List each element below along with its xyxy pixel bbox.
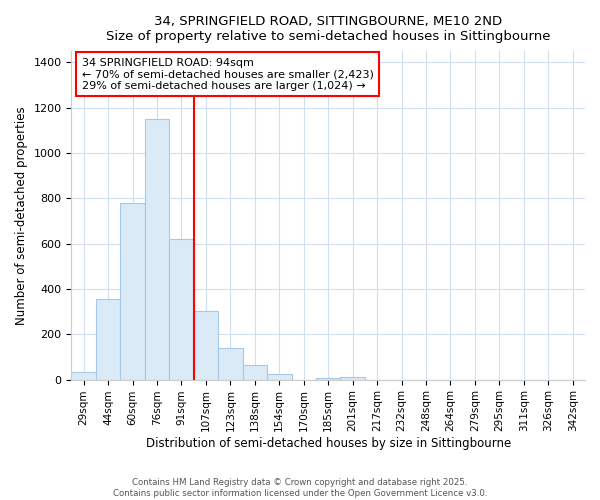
Bar — [71, 372, 96, 380]
Bar — [194, 310, 218, 380]
Bar — [267, 374, 292, 380]
Bar — [340, 377, 365, 380]
Bar — [218, 348, 242, 380]
Bar — [145, 119, 169, 380]
Y-axis label: Number of semi-detached properties: Number of semi-detached properties — [15, 106, 28, 324]
Bar — [316, 378, 340, 380]
Bar — [96, 299, 121, 380]
X-axis label: Distribution of semi-detached houses by size in Sittingbourne: Distribution of semi-detached houses by … — [146, 437, 511, 450]
Title: 34, SPRINGFIELD ROAD, SITTINGBOURNE, ME10 2ND
Size of property relative to semi-: 34, SPRINGFIELD ROAD, SITTINGBOURNE, ME1… — [106, 15, 550, 43]
Text: 34 SPRINGFIELD ROAD: 94sqm
← 70% of semi-detached houses are smaller (2,423)
29%: 34 SPRINGFIELD ROAD: 94sqm ← 70% of semi… — [82, 58, 374, 91]
Bar — [121, 203, 145, 380]
Bar — [169, 239, 194, 380]
Text: Contains HM Land Registry data © Crown copyright and database right 2025.
Contai: Contains HM Land Registry data © Crown c… — [113, 478, 487, 498]
Bar — [242, 365, 267, 380]
